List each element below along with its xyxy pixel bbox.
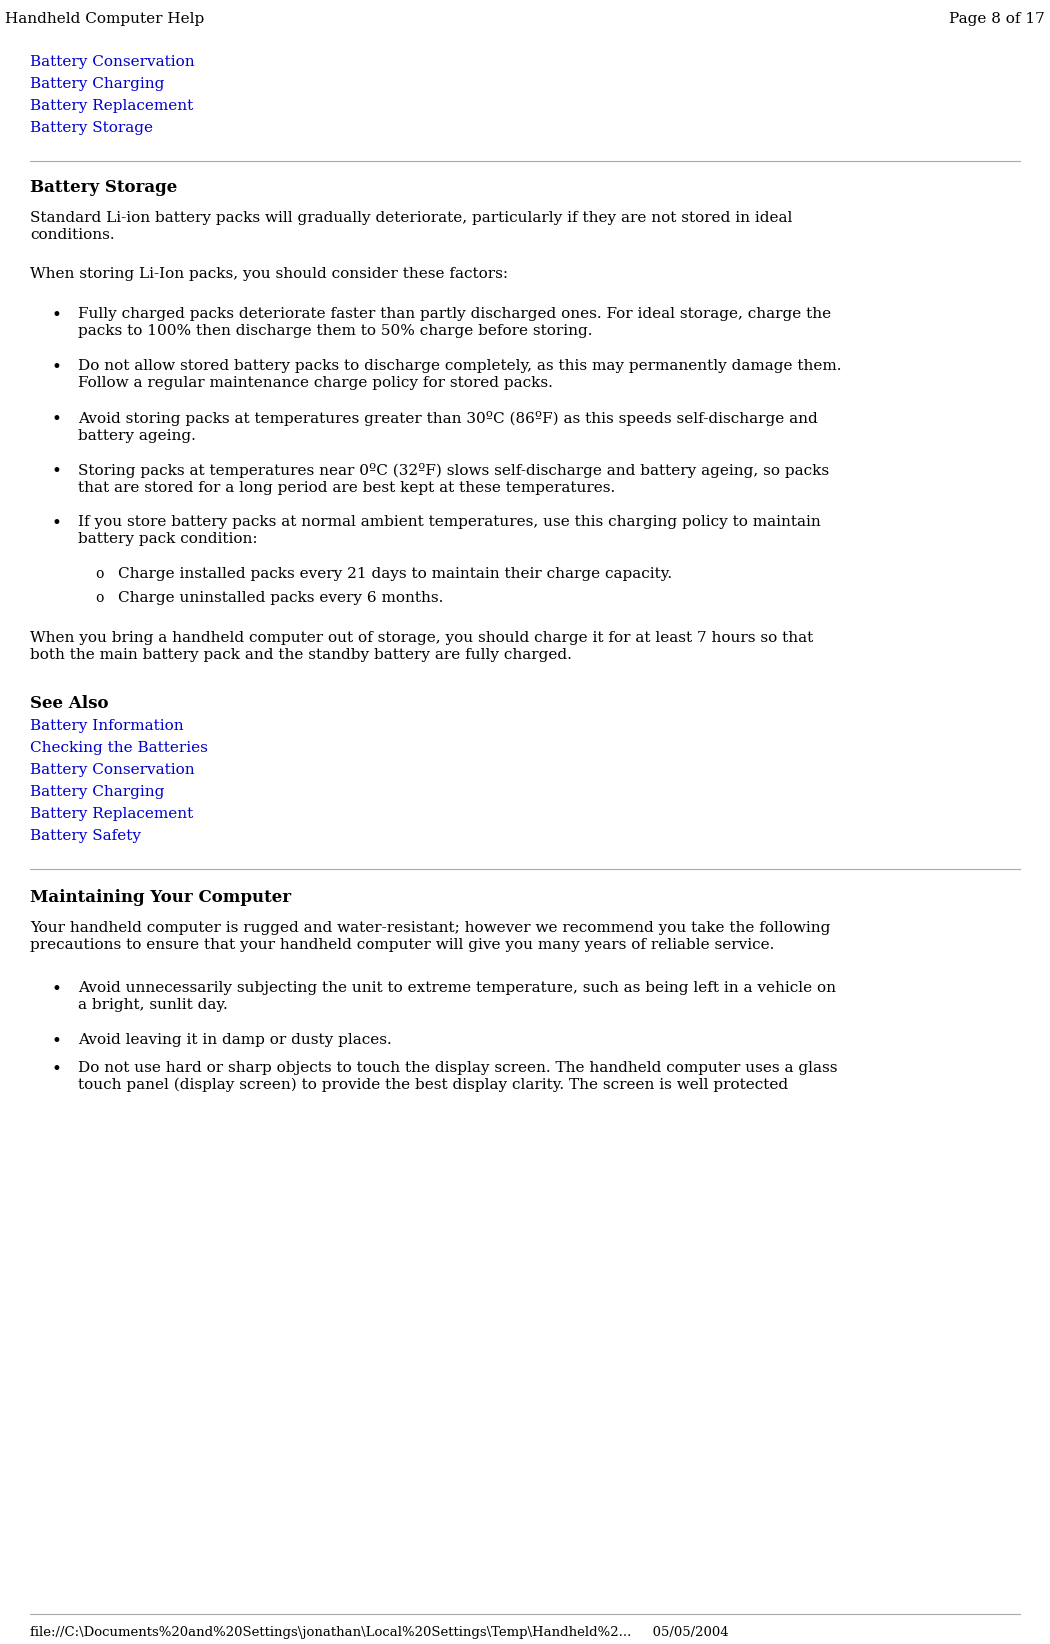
Text: See Also: See Also <box>30 695 108 712</box>
Text: Battery Charging: Battery Charging <box>30 784 165 799</box>
Text: Checking the Batteries: Checking the Batteries <box>30 741 208 755</box>
Text: Battery Conservation: Battery Conservation <box>30 763 194 778</box>
Text: •: • <box>52 464 62 480</box>
Text: Maintaining Your Computer: Maintaining Your Computer <box>30 889 291 906</box>
Text: Do not allow stored battery packs to discharge completely, as this may permanent: Do not allow stored battery packs to dis… <box>78 358 841 390</box>
Text: Handheld Computer Help: Handheld Computer Help <box>5 12 205 26</box>
Text: •: • <box>52 1060 62 1078</box>
Text: Avoid unnecessarily subjecting the unit to extreme temperature, such as being le: Avoid unnecessarily subjecting the unit … <box>78 981 836 1011</box>
Text: Battery Storage: Battery Storage <box>30 179 177 196</box>
Text: Charge uninstalled packs every 6 months.: Charge uninstalled packs every 6 months. <box>118 590 443 605</box>
Text: •: • <box>52 981 62 998</box>
Text: file://C:\Documents%20and%20Settings\jonathan\Local%20Settings\Temp\Handheld%2..: file://C:\Documents%20and%20Settings\jon… <box>30 1626 729 1639</box>
Text: Do not use hard or sharp objects to touch the display screen. The handheld compu: Do not use hard or sharp objects to touc… <box>78 1060 838 1092</box>
Text: Battery Conservation: Battery Conservation <box>30 54 194 69</box>
Text: Your handheld computer is rugged and water-resistant; however we recommend you t: Your handheld computer is rugged and wat… <box>30 921 831 952</box>
Text: •: • <box>52 1032 62 1051</box>
Text: Storing packs at temperatures near 0ºC (32ºF) slows self-discharge and battery a: Storing packs at temperatures near 0ºC (… <box>78 464 830 495</box>
Text: If you store battery packs at normal ambient temperatures, use this charging pol: If you store battery packs at normal amb… <box>78 515 821 546</box>
Text: Battery Storage: Battery Storage <box>30 122 153 135</box>
Text: o: o <box>94 590 103 605</box>
Text: Battery Information: Battery Information <box>30 718 184 733</box>
Text: Battery Replacement: Battery Replacement <box>30 807 193 820</box>
Text: •: • <box>52 411 62 427</box>
Text: •: • <box>52 515 62 533</box>
Text: Page 8 of 17: Page 8 of 17 <box>949 12 1045 26</box>
Text: When you bring a handheld computer out of storage, you should charge it for at l: When you bring a handheld computer out o… <box>30 631 814 663</box>
Text: Battery Replacement: Battery Replacement <box>30 99 193 113</box>
Text: Charge installed packs every 21 days to maintain their charge capacity.: Charge installed packs every 21 days to … <box>118 567 672 580</box>
Text: Battery Safety: Battery Safety <box>30 829 141 843</box>
Text: Standard Li-ion battery packs will gradually deteriorate, particularly if they a: Standard Li-ion battery packs will gradu… <box>30 210 793 242</box>
Text: Battery Charging: Battery Charging <box>30 77 165 90</box>
Text: •: • <box>52 307 62 324</box>
Text: Avoid storing packs at temperatures greater than 30ºC (86ºF) as this speeds self: Avoid storing packs at temperatures grea… <box>78 411 818 442</box>
Text: When storing Li-Ion packs, you should consider these factors:: When storing Li-Ion packs, you should co… <box>30 266 508 281</box>
Text: o: o <box>94 567 103 580</box>
Text: Avoid leaving it in damp or dusty places.: Avoid leaving it in damp or dusty places… <box>78 1032 392 1047</box>
Text: •: • <box>52 358 62 376</box>
Text: Fully charged packs deteriorate faster than partly discharged ones. For ideal st: Fully charged packs deteriorate faster t… <box>78 307 832 337</box>
